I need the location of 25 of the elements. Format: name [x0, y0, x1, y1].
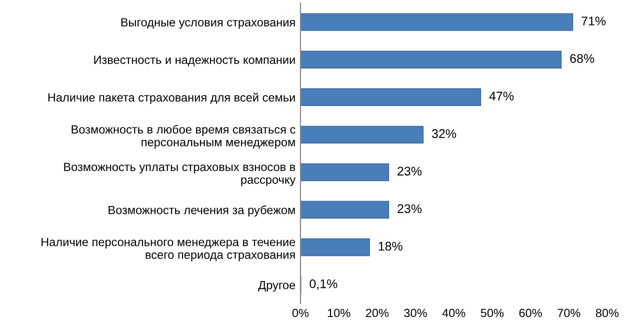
- y-tick-label: Наличие пакета страхования для всей семьи: [48, 92, 295, 104]
- data-label: 23%: [398, 204, 422, 214]
- y-tick-label: Возможность лечения за рубежом: [108, 205, 295, 217]
- x-tick-label: 50%: [480, 308, 504, 318]
- x-tick-label: 60%: [519, 308, 542, 318]
- data-label: 23%: [398, 166, 422, 176]
- data-label: 71%: [582, 16, 606, 26]
- x-tick-label: 0%: [292, 308, 309, 318]
- y-tick-label: Известность и надежность компании: [94, 56, 295, 66]
- data-label: 32%: [432, 129, 456, 138]
- x-tick-label: 30%: [404, 308, 427, 318]
- x-tick-label: 40%: [442, 308, 466, 318]
- y-tick-label: Выгодные условия страхования: [121, 18, 295, 29]
- x-tick-label: 20%: [366, 308, 389, 318]
- y-tick-label: Возможность в любое время связаться с персональным менеджером: [72, 124, 296, 149]
- x-tick-label: 70%: [558, 308, 580, 318]
- x-tick-label: 10%: [328, 308, 350, 318]
- data-label: 18%: [378, 242, 402, 251]
- y-tick-label: Наличие персонального менеджера в течение всего периода страхования: [42, 238, 296, 262]
- x-tick-label: 80%: [596, 308, 619, 318]
- data-label: 0,1%: [310, 279, 338, 290]
- data-label: 47%: [489, 92, 514, 100]
- data-label: 68%: [570, 54, 594, 63]
- y-tick-label: Другое: [258, 280, 296, 292]
- y-tick-label: Возможность уплаты страховых взносов в рассрочку: [64, 162, 296, 186]
